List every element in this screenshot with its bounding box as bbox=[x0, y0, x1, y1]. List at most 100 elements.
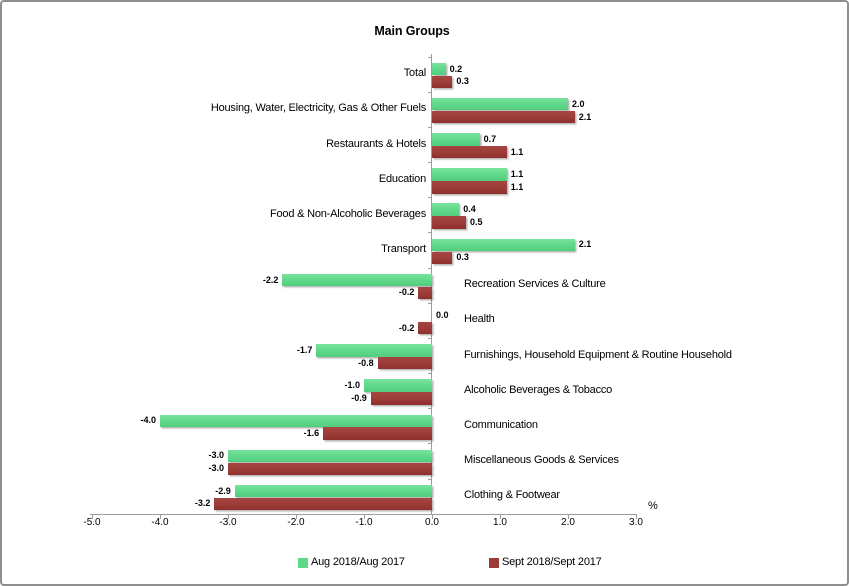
value-label: -2.9 bbox=[215, 485, 231, 496]
x-axis-tick bbox=[635, 514, 637, 519]
category-label: Education bbox=[378, 172, 426, 185]
category-label: Communication bbox=[464, 418, 538, 431]
value-label: 2.1 bbox=[578, 239, 592, 250]
legend-label-sept: Sept 2018/Sept 2017 bbox=[502, 556, 602, 568]
category-label: Miscellaneous Goods & Services bbox=[464, 454, 619, 467]
value-label: 0.7 bbox=[483, 133, 497, 144]
value-label: -2.2 bbox=[262, 274, 279, 285]
bar-aug bbox=[432, 203, 460, 216]
bar-aug bbox=[234, 484, 432, 498]
x-axis-tick bbox=[159, 514, 161, 519]
bar-sept bbox=[432, 146, 507, 159]
x-axis-tick-label: -1.0 bbox=[355, 517, 373, 528]
bar-sept bbox=[228, 462, 432, 475]
bar-aug bbox=[364, 379, 432, 392]
bar-sept bbox=[432, 181, 507, 194]
value-label: 0.4 bbox=[463, 204, 476, 215]
legend-label-aug: Aug 2018/Aug 2017 bbox=[311, 556, 405, 568]
bar-aug bbox=[316, 344, 432, 357]
category-axis-tick bbox=[428, 443, 432, 445]
bar-sept bbox=[432, 216, 466, 229]
value-label: 0.0 bbox=[436, 309, 449, 320]
value-label: 0.2 bbox=[449, 63, 463, 74]
value-label: 0.5 bbox=[470, 217, 483, 228]
value-label: -0.2 bbox=[398, 287, 415, 298]
value-label: -1.0 bbox=[344, 380, 360, 391]
x-axis-tick-label: 2.0 bbox=[561, 517, 575, 528]
legend-swatch-aug bbox=[298, 558, 308, 568]
value-label: -3.0 bbox=[208, 450, 224, 461]
x-axis-tick-label: 0.0 bbox=[425, 517, 439, 528]
category-axis-tick bbox=[428, 373, 432, 375]
category-axis-tick bbox=[428, 56, 432, 58]
x-axis-tick bbox=[91, 514, 93, 519]
category-label: Furnishings, Household Equipment & Routi… bbox=[464, 348, 732, 361]
category-axis-tick bbox=[428, 513, 432, 515]
category-label: Alcoholic Beverages & Tobacco bbox=[464, 383, 613, 396]
bar-sept bbox=[432, 251, 453, 264]
category-label: Total bbox=[403, 67, 426, 80]
value-label: 1.1 bbox=[510, 146, 524, 157]
category-label: Housing, Water, Electricity, Gas & Other… bbox=[210, 102, 426, 115]
x-axis-tick-label: -2.0 bbox=[287, 517, 305, 528]
category-label: Food & Non-Alcoholic Beverages bbox=[269, 207, 426, 220]
bar-aug bbox=[432, 62, 446, 76]
category-axis-tick bbox=[428, 162, 432, 163]
legend-swatch-sept bbox=[489, 558, 499, 568]
x-axis-tick bbox=[363, 514, 365, 519]
bar-sept bbox=[377, 357, 432, 370]
x-axis-tick-label: 1.0 bbox=[493, 517, 507, 528]
bar-sept bbox=[418, 286, 432, 300]
x-axis-tick-label: -4.0 bbox=[151, 517, 169, 528]
bar-aug bbox=[432, 238, 575, 252]
value-label: 0.3 bbox=[456, 252, 469, 263]
category-axis-tick bbox=[428, 302, 432, 304]
value-label: -4.0 bbox=[140, 415, 156, 426]
bar-sept bbox=[418, 321, 432, 335]
bar-sept bbox=[432, 110, 575, 124]
category-axis-tick bbox=[428, 197, 432, 199]
x-axis-tick bbox=[295, 514, 297, 519]
x-axis-tick-label: 3.0 bbox=[629, 517, 643, 528]
value-label: -1.7 bbox=[296, 344, 313, 355]
bar-sept bbox=[214, 497, 432, 511]
value-label: 2.1 bbox=[578, 111, 592, 122]
value-label: -1.6 bbox=[303, 428, 320, 439]
value-label: -3.0 bbox=[208, 463, 224, 474]
bar-sept bbox=[370, 392, 432, 405]
x-axis-unit-label: % bbox=[648, 500, 658, 512]
value-label: 1.1 bbox=[510, 169, 524, 179]
category-label: Restaurants & Hotels bbox=[326, 137, 426, 150]
category-axis-tick bbox=[428, 232, 432, 234]
value-label: -0.2 bbox=[398, 322, 415, 333]
x-axis-tick-label: -5.0 bbox=[83, 517, 101, 528]
category-axis-tick bbox=[428, 478, 432, 480]
category-axis-tick bbox=[428, 267, 432, 269]
category-axis-tick bbox=[428, 337, 432, 339]
bar-aug bbox=[160, 414, 432, 427]
legend: Aug 2018/Aug 2017 Sept 2018/Sept 2017 bbox=[2, 553, 847, 577]
value-label: -0.9 bbox=[351, 392, 367, 403]
category-axis-tick bbox=[428, 408, 432, 410]
value-label: 1.1 bbox=[510, 181, 524, 192]
x-axis-tick bbox=[499, 514, 501, 519]
x-axis-tick bbox=[227, 514, 229, 519]
category-axis-tick bbox=[428, 91, 432, 93]
category-label: Transport bbox=[381, 243, 426, 256]
x-axis-tick bbox=[567, 514, 569, 519]
bar-aug bbox=[432, 133, 480, 146]
bar-sept bbox=[323, 427, 432, 440]
value-label: -3.2 bbox=[194, 498, 211, 509]
value-label: 0.3 bbox=[456, 76, 469, 87]
bar-sept bbox=[432, 75, 453, 89]
value-label: -0.8 bbox=[358, 357, 374, 368]
bar-aug bbox=[432, 97, 568, 111]
category-axis-tick bbox=[428, 126, 432, 128]
bar-aug bbox=[228, 449, 432, 463]
category-label: Health bbox=[464, 313, 495, 326]
bar-aug bbox=[432, 168, 507, 181]
x-axis-tick-label: -3.0 bbox=[219, 517, 237, 528]
category-label: Recreation Services & Culture bbox=[464, 278, 606, 291]
